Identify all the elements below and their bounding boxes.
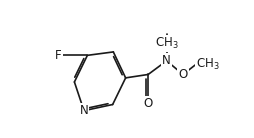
- Text: O: O: [178, 68, 188, 81]
- Text: O: O: [144, 97, 153, 110]
- Text: CH$_3$: CH$_3$: [155, 35, 179, 51]
- Text: N: N: [80, 104, 88, 117]
- Text: N: N: [162, 54, 171, 67]
- Text: CH$_3$: CH$_3$: [196, 57, 220, 72]
- Text: F: F: [55, 49, 62, 62]
- Text: O: O: [178, 68, 188, 81]
